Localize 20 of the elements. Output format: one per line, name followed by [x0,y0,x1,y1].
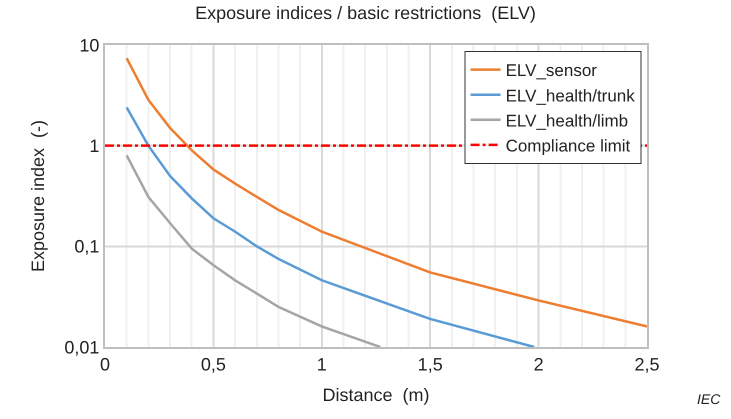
x-tick-label: 0,5 [200,354,226,375]
y-tick-label: 10 [79,35,100,56]
x-tick-label: 2 [534,354,544,375]
x-tick-label: 1,5 [418,354,443,375]
y-tick-label: 0,1 [74,236,100,257]
line-series [125,154,382,347]
y-tick-label: 0,01 [64,337,100,358]
chart-title: Exposure indices / basic restrictions (ELV) [195,2,536,23]
text: IEC [697,391,722,407]
y-tick-label: 1 [89,136,100,156]
x-axis-title: Distance (m) [322,385,430,406]
y-axis-title: Exposure index (-) [28,120,48,272]
line-series [125,56,647,328]
legend-label: ELV_health/limb [506,111,628,130]
legend-label: ELV_sensor [506,61,598,80]
x-tick-label: 1 [316,354,327,375]
x-tick-label: 2,5 [634,354,660,375]
legend-label: Compliance limit [506,136,631,156]
legend-label: ELV_health/trunk [506,86,636,106]
x-tick-label: 0 [100,354,110,375]
